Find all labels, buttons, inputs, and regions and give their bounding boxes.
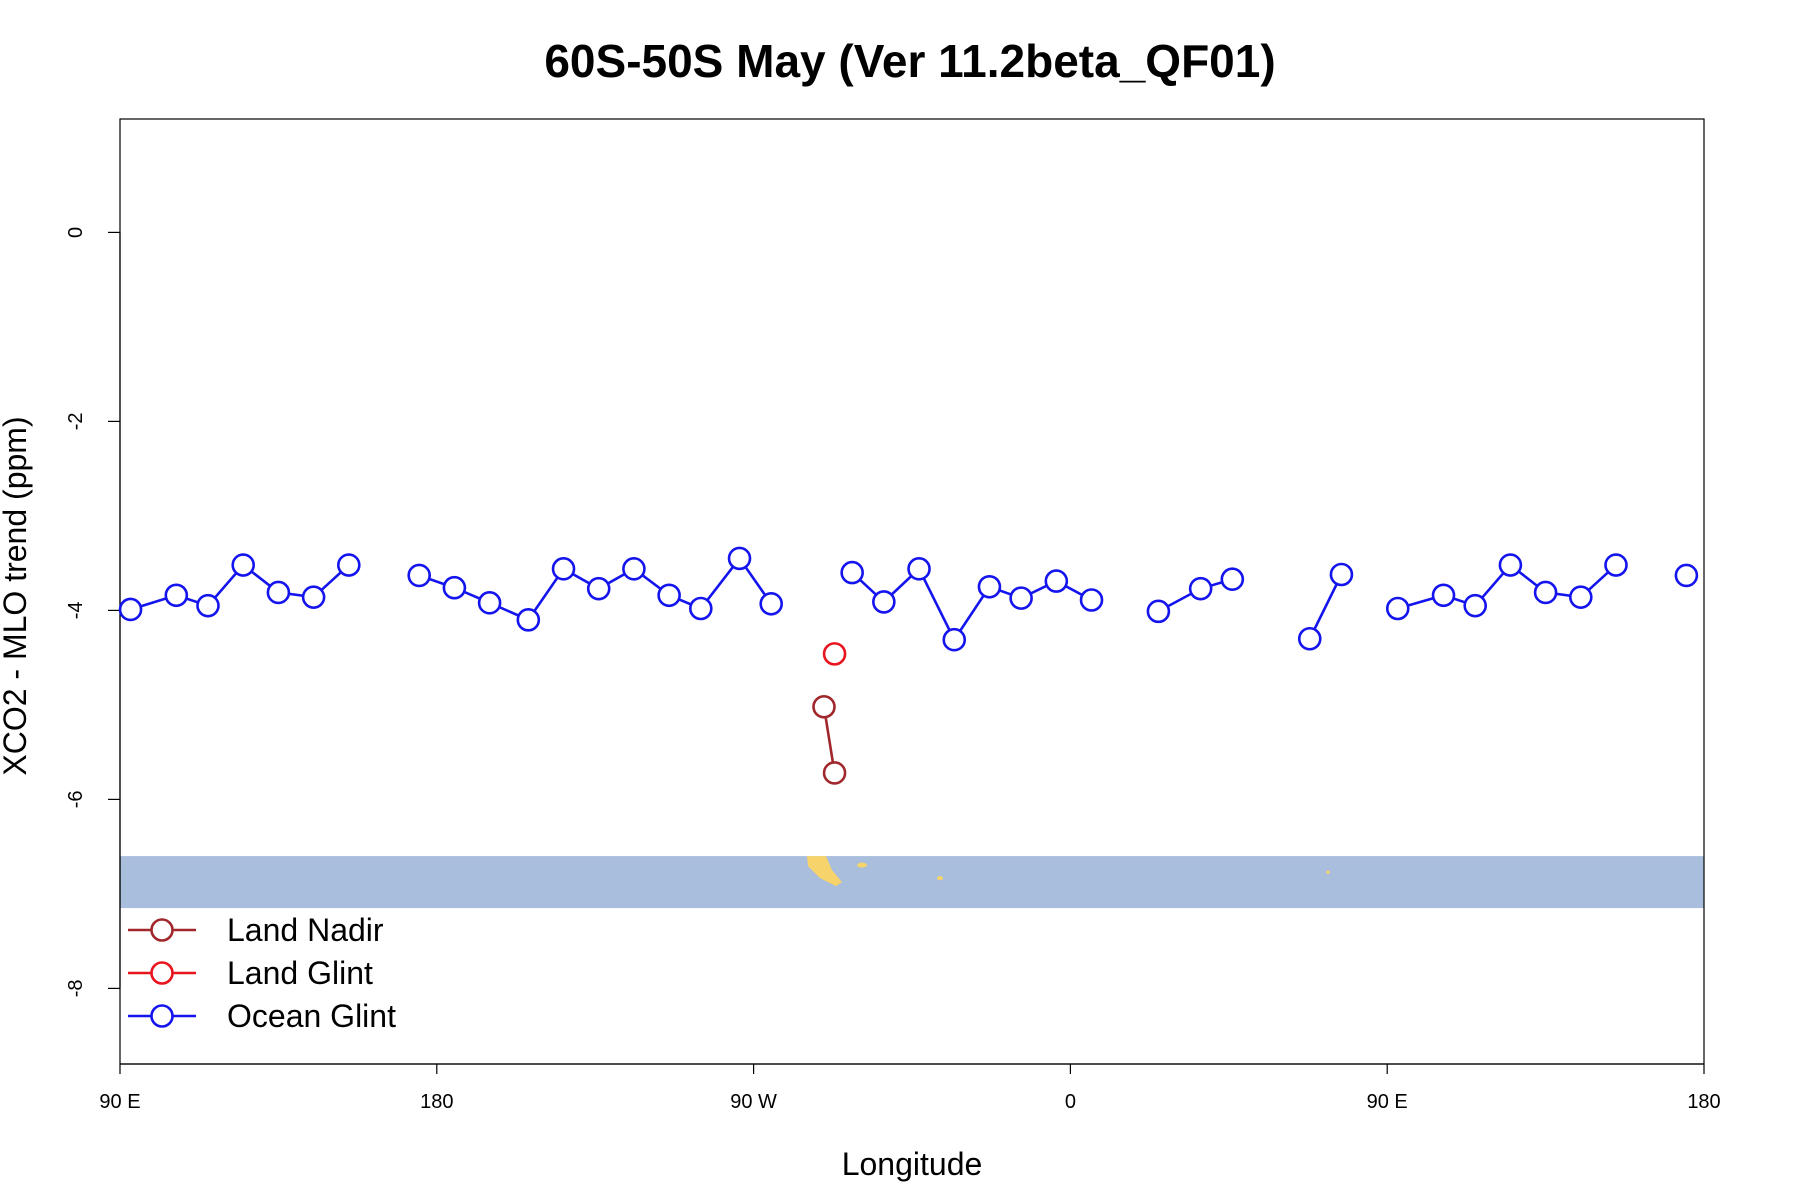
- ocean-glint-point: [301, 585, 326, 609]
- map-land: [857, 862, 867, 868]
- ocean-glint-point: [1079, 588, 1104, 612]
- ocean-glint-point: [1674, 563, 1699, 588]
- ocean-glint-point: [1569, 585, 1593, 609]
- legend-marker: [150, 1004, 174, 1028]
- ocean-glint-point: [1297, 626, 1322, 651]
- ocean-glint-point: [657, 583, 681, 608]
- ocean-glint-point: [266, 580, 291, 605]
- series-land-glint: [822, 642, 847, 666]
- x-axis: 90 E 180 90 W 0 90 E 180: [99, 1063, 1721, 1113]
- map-ocean: [120, 856, 1704, 909]
- ocean-glint-point: [1533, 580, 1558, 605]
- ocean-glint-point: [688, 596, 713, 621]
- legend-marker: [150, 961, 174, 985]
- y-axis: 0 -2 -4 -6 -8: [65, 227, 121, 998]
- ocean-glint-point: [477, 591, 502, 615]
- ocean-glint-point: [1498, 553, 1523, 577]
- ocean-glint-point: [942, 627, 967, 652]
- y-tick-label: -4: [65, 602, 87, 620]
- ocean-glint-point: [1146, 599, 1171, 624]
- ocean-glint-point: [977, 574, 1002, 599]
- x-tick-label: 180: [1687, 1091, 1720, 1113]
- ocean-glint-point: [1385, 596, 1410, 621]
- map-strip: [120, 856, 1704, 909]
- ocean-glint-point: [516, 608, 541, 632]
- y-axis-label: XCO2 - MLO trend (ppm): [0, 416, 33, 775]
- ocean-glint-point: [442, 575, 467, 600]
- land-nadir-point: [822, 761, 847, 785]
- chart-title: 60S-50S May (Ver 11.2beta_QF01): [544, 35, 1275, 87]
- ocean-glint-point: [118, 597, 143, 622]
- x-tick-label: 90 E: [99, 1091, 140, 1113]
- x-tick-label: 90 W: [730, 1091, 777, 1113]
- ocean-glint-point: [231, 553, 255, 577]
- land-glint-point: [822, 642, 847, 666]
- ocean-glint-point: [1188, 576, 1213, 601]
- legend-item-land-glint: Land Glint: [128, 955, 373, 991]
- ocean-glint-point: [1044, 569, 1069, 593]
- y-tick-label: -6: [65, 791, 87, 809]
- ocean-glint-point: [759, 591, 784, 616]
- ocean-glint-line: [1308, 573, 1343, 640]
- y-tick-label: 0: [65, 227, 87, 238]
- x-tick-label: 90 E: [1367, 1091, 1408, 1113]
- legend-label: Land Glint: [227, 955, 373, 991]
- legend-marker: [150, 918, 174, 942]
- ocean-glint-point: [622, 557, 646, 581]
- ocean-glint-point: [1431, 583, 1456, 608]
- legend-label: Land Nadir: [227, 912, 384, 948]
- ocean-glint-point: [164, 583, 189, 608]
- map-land: [937, 876, 943, 881]
- ocean-glint-point: [907, 557, 931, 581]
- ocean-glint-point: [727, 546, 752, 571]
- x-axis-label: Longitude: [842, 1146, 983, 1182]
- ocean-glint-point: [196, 593, 220, 618]
- map-land: [1326, 870, 1330, 874]
- ocean-glint-point: [840, 560, 864, 585]
- ocean-glint-point: [407, 563, 432, 588]
- ocean-glint-point: [872, 590, 896, 614]
- legend: Land Nadir Land Glint Ocean Glint: [128, 912, 396, 1034]
- ocean-glint-point: [336, 553, 361, 577]
- ocean-glint-point: [1463, 593, 1487, 618]
- x-tick-label: 180: [420, 1091, 453, 1113]
- ocean-glint-point: [1009, 586, 1033, 610]
- legend-item-land-nadir: Land Nadir: [128, 912, 384, 948]
- x-tick-label: 0: [1065, 1091, 1076, 1113]
- ocean-glint-point: [586, 576, 611, 601]
- y-tick-label: -8: [65, 980, 87, 998]
- ocean-glint-point: [1329, 562, 1354, 587]
- ocean-glint-point: [1220, 567, 1245, 592]
- legend-label: Ocean Glint: [227, 998, 396, 1034]
- series-layer: [118, 546, 1699, 785]
- ocean-glint-point: [1604, 553, 1628, 577]
- y-tick-label: -2: [65, 413, 87, 431]
- series-land-nadir: [812, 694, 847, 785]
- legend-item-ocean-glint: Ocean Glint: [128, 998, 396, 1034]
- series-ocean-glint: [118, 546, 1699, 652]
- land-nadir-point: [812, 694, 836, 719]
- ocean-glint-point: [551, 557, 576, 581]
- map-land: [807, 856, 842, 887]
